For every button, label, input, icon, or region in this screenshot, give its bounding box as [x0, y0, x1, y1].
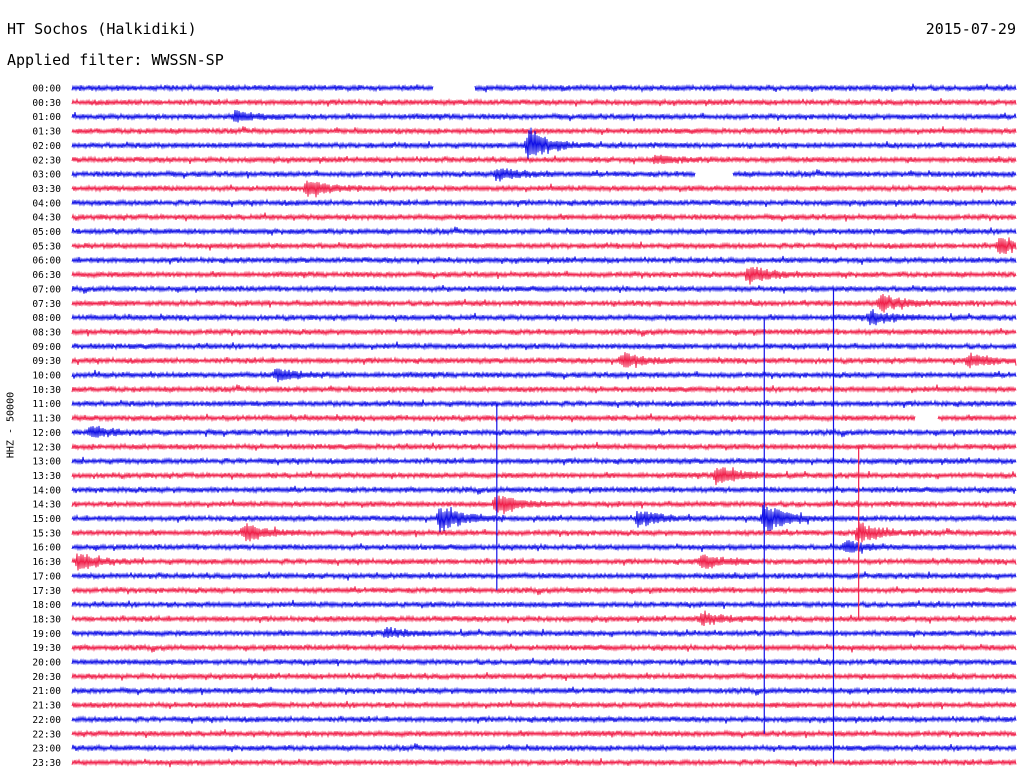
time-tick-label: 08:00 [32, 313, 61, 324]
trace-row [71, 413, 1017, 423]
time-tick-label: 01:30 [32, 127, 61, 138]
time-tick-label: 12:00 [32, 428, 61, 439]
trace-row [71, 97, 1017, 107]
trace-row [71, 540, 1017, 554]
time-tick-label: 04:30 [32, 213, 61, 224]
trace-row [71, 237, 1017, 255]
time-tick-label: 20:00 [32, 658, 61, 669]
trace-row [71, 485, 1017, 495]
trace-row [71, 368, 1017, 383]
time-tick-label: 00:00 [32, 84, 61, 95]
time-tick-label: 01:00 [32, 112, 61, 123]
time-tick-label: 02:00 [32, 141, 61, 152]
time-tick-label: 04:00 [32, 198, 61, 209]
trace-row [71, 700, 1017, 710]
trace-row [71, 83, 1017, 93]
time-tick-label: 19:30 [32, 643, 61, 654]
time-tick-label: 08:30 [32, 327, 61, 338]
time-tick-label: 10:00 [32, 371, 61, 382]
time-tick-label: 17:30 [32, 586, 61, 597]
trace-row [71, 109, 1017, 123]
trace-row [71, 571, 1017, 581]
time-tick-label: 14:30 [32, 500, 61, 511]
time-tick-label: 18:00 [32, 600, 61, 611]
time-tick-label: 00:30 [32, 98, 61, 109]
trace-row [71, 168, 1017, 182]
time-tick-label: 20:30 [32, 672, 61, 683]
time-tick-label: 21:00 [32, 686, 61, 697]
trace-row [71, 521, 1017, 543]
trace-row [71, 226, 1017, 237]
time-tick-label: 06:00 [32, 256, 61, 267]
trace-row [71, 757, 1017, 768]
trace-row [71, 154, 1017, 165]
trace-row [71, 729, 1017, 739]
time-tick-label: 09:30 [32, 356, 61, 367]
trace-row [71, 198, 1017, 208]
time-tick-label: 10:30 [32, 385, 61, 396]
trace-row [71, 657, 1017, 667]
trace-row [71, 284, 1017, 294]
time-tick-label: 06:30 [32, 270, 61, 281]
time-tick-label: 23:00 [32, 744, 61, 755]
trace-row [71, 743, 1017, 753]
trace-row [71, 686, 1017, 696]
trace-row [71, 127, 1017, 161]
trace-row [71, 212, 1017, 222]
time-tick-label: 02:30 [32, 155, 61, 166]
trace-row [71, 456, 1017, 466]
trace-row [71, 585, 1017, 596]
time-tick-label: 22:00 [32, 715, 61, 726]
trace-row [71, 626, 1017, 638]
trace-row [71, 341, 1017, 351]
time-tick-label: 16:30 [32, 557, 61, 568]
trace-row [71, 643, 1017, 653]
trace-row [71, 399, 1017, 409]
time-tick-label: 11:00 [32, 399, 61, 410]
time-tick-label: 15:00 [32, 514, 61, 525]
time-tick-label: 07:00 [32, 284, 61, 295]
time-tick-label: 03:30 [32, 184, 61, 195]
date-label: 2015-07-29 [925, 20, 1016, 38]
time-tick-label: 09:00 [32, 342, 61, 353]
trace-row [71, 384, 1017, 394]
trace-row [71, 180, 1017, 198]
trace-row [71, 671, 1017, 681]
trace-row [71, 467, 1017, 486]
time-tick-label: 16:00 [32, 543, 61, 554]
time-tick-label: 05:30 [32, 241, 61, 252]
trace-row [71, 494, 1017, 515]
time-tick-label: 11:30 [32, 414, 61, 425]
trace-row [71, 293, 1017, 313]
trace-row [71, 714, 1017, 724]
time-tick-label: 18:30 [32, 614, 61, 625]
time-tick-label: 03:00 [32, 170, 61, 181]
time-tick-label: 15:30 [32, 528, 61, 539]
trace-row [71, 553, 1017, 571]
filter-label: Applied filter: WWSSN-SP [7, 51, 224, 69]
time-tick-label: 14:00 [32, 485, 61, 496]
trace-row [71, 441, 1017, 452]
time-tick-label: 22:30 [32, 729, 61, 740]
trace-row [71, 266, 1017, 285]
time-tick-label: 07:30 [32, 299, 61, 310]
time-tick-label: 23:30 [32, 758, 61, 769]
trace-row [71, 255, 1017, 265]
trace-row [71, 425, 1017, 438]
station-title: HT Sochos (Halkidiki) [7, 20, 197, 38]
time-tick-label: 12:30 [32, 442, 61, 453]
trace-row [71, 309, 1017, 326]
time-tick-label: 17:00 [32, 571, 61, 582]
trace-row [71, 327, 1017, 337]
time-tick-label: 05:00 [32, 227, 61, 238]
trace-row [71, 126, 1017, 136]
time-tick-label: 21:30 [32, 701, 61, 712]
time-tick-label: 19:00 [32, 629, 61, 640]
trace-row [71, 599, 1017, 610]
trace-row [71, 610, 1017, 627]
time-tick-label: 13:30 [32, 471, 61, 482]
trace-row [71, 352, 1017, 369]
time-tick-label: 13:00 [32, 457, 61, 468]
